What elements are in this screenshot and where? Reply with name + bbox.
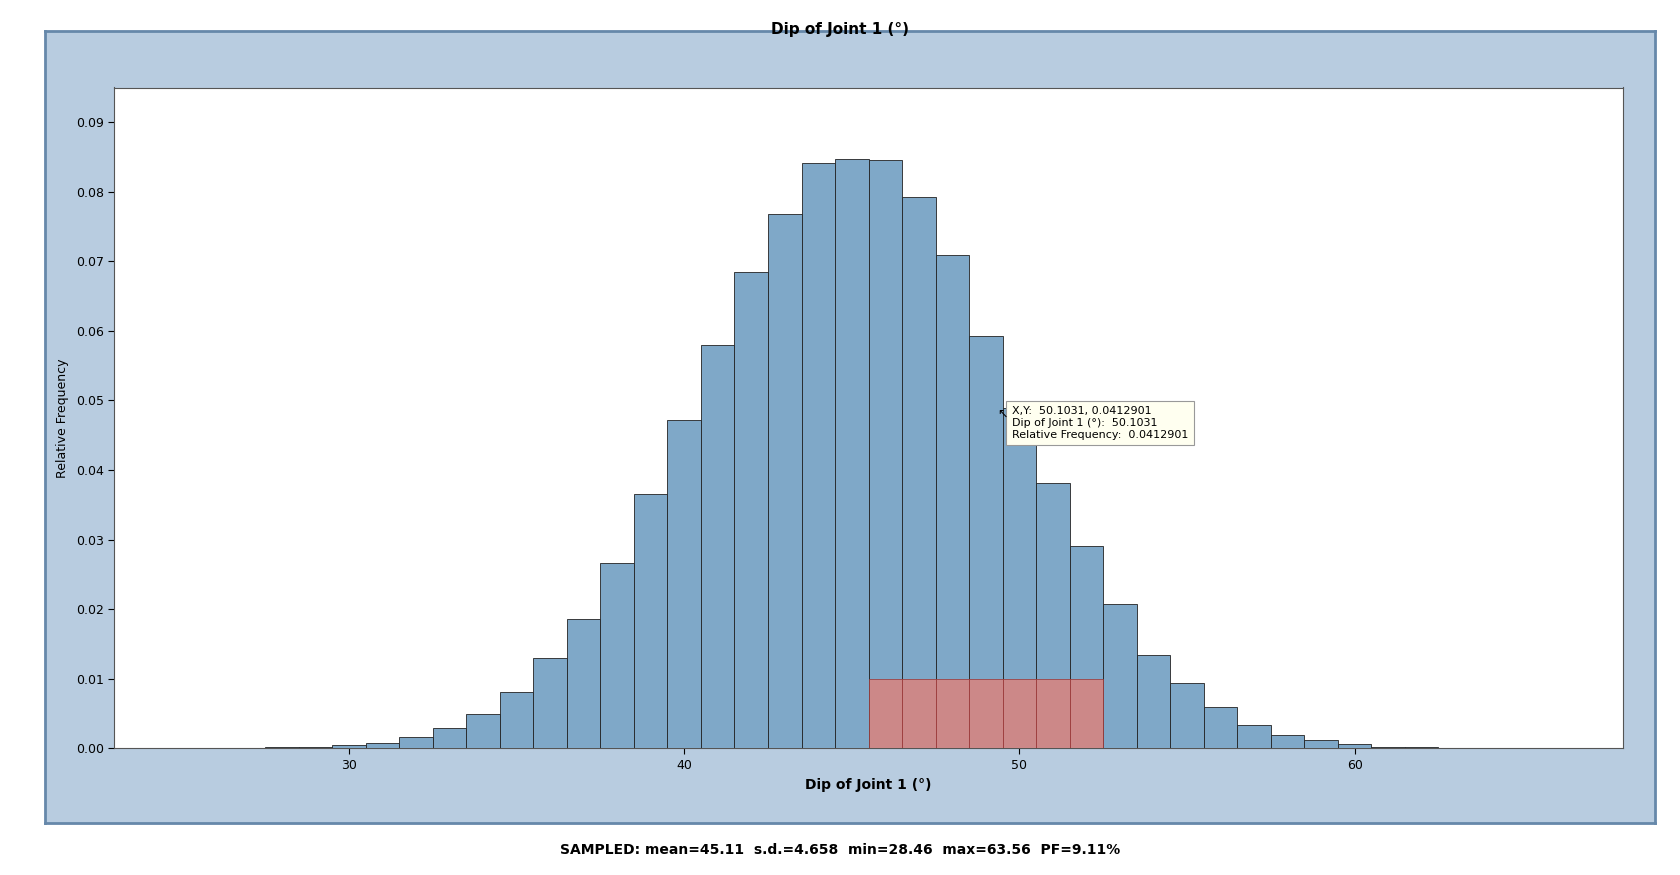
- Bar: [701, 345, 734, 748]
- Text: SAMPLED: mean=45.11  s.d.=4.658  min=28.46  max=63.56  PF=9.11%: SAMPLED: mean=45.11 s.d.=4.658 min=28.46…: [559, 844, 1121, 858]
- Bar: [433, 728, 467, 748]
- Bar: [633, 493, 667, 748]
- Bar: [1070, 679, 1104, 748]
- Bar: [1003, 408, 1037, 748]
- X-axis label: Dip of Joint 1 (°): Dip of Joint 1 (°): [805, 779, 932, 793]
- Bar: [1371, 746, 1404, 748]
- Bar: [566, 620, 600, 748]
- Bar: [936, 679, 969, 748]
- Bar: [366, 743, 400, 748]
- Bar: [902, 197, 936, 748]
- Bar: [1337, 744, 1371, 748]
- Bar: [869, 679, 902, 748]
- Bar: [1270, 736, 1304, 748]
- Bar: [1171, 682, 1205, 748]
- Bar: [1037, 483, 1070, 748]
- Y-axis label: Relative Frequency: Relative Frequency: [55, 358, 69, 478]
- Bar: [969, 336, 1003, 748]
- Text: Dip of Joint 1 (°): Dip of Joint 1 (°): [771, 22, 909, 37]
- Bar: [1003, 679, 1037, 748]
- Bar: [869, 160, 902, 748]
- Bar: [1037, 679, 1070, 748]
- Bar: [299, 746, 333, 748]
- Bar: [600, 563, 633, 748]
- Bar: [533, 658, 566, 748]
- Bar: [902, 679, 936, 748]
- Text: ↖: ↖: [996, 408, 1008, 421]
- Bar: [1104, 605, 1137, 748]
- Bar: [801, 164, 835, 748]
- Bar: [835, 158, 869, 748]
- Bar: [467, 714, 499, 748]
- Bar: [499, 691, 533, 748]
- Bar: [1137, 655, 1171, 748]
- Bar: [734, 272, 768, 748]
- Bar: [1205, 707, 1238, 748]
- Bar: [768, 214, 801, 748]
- Bar: [936, 255, 969, 748]
- Bar: [1070, 546, 1104, 748]
- Bar: [667, 420, 701, 748]
- Bar: [400, 737, 433, 748]
- Bar: [1238, 725, 1270, 748]
- Bar: [969, 679, 1003, 748]
- Bar: [333, 745, 366, 748]
- Bar: [1304, 740, 1337, 748]
- Text: X,Y:  50.1031, 0.0412901
Dip of Joint 1 (°):  50.1031
Relative Frequency:  0.041: X,Y: 50.1031, 0.0412901 Dip of Joint 1 (…: [1011, 406, 1188, 439]
